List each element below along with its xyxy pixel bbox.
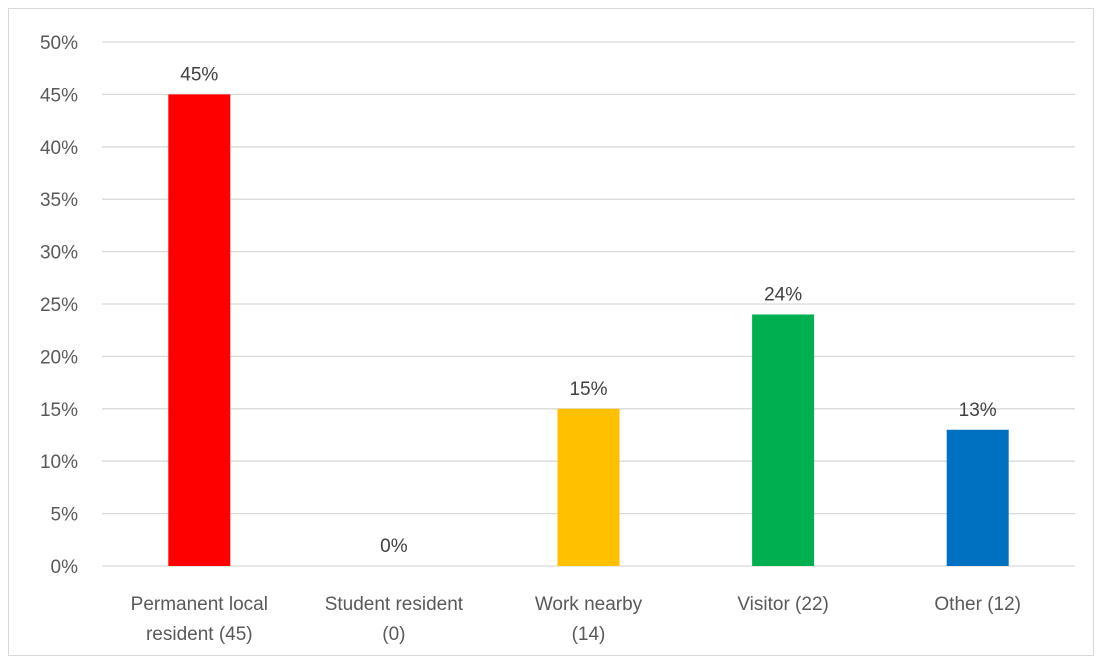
category-label: Other (12): [934, 594, 1021, 615]
data-label: 45%: [180, 64, 218, 85]
y-tick-label: 35%: [40, 190, 78, 211]
y-tick-label: 50%: [40, 33, 78, 54]
bar-3: [752, 314, 815, 566]
category-label: resident (45): [146, 624, 253, 645]
category-label: Student resident: [325, 594, 464, 615]
category-label: (14): [572, 624, 606, 645]
data-label: 24%: [764, 284, 802, 305]
category-label: Visitor (22): [737, 594, 829, 615]
y-tick-label: 0%: [51, 557, 79, 578]
y-tick-label: 15%: [40, 400, 78, 421]
y-tick-label: 30%: [40, 243, 78, 264]
bar-0: [168, 94, 231, 567]
y-tick-label: 40%: [40, 138, 78, 159]
bar-2: [557, 408, 620, 566]
y-tick-label: 5%: [51, 505, 79, 526]
category-label: (0): [382, 624, 405, 645]
category-label: Work nearby: [535, 594, 643, 615]
data-label: 15%: [569, 379, 607, 400]
y-tick-label: 20%: [40, 347, 78, 368]
data-label: 13%: [959, 400, 997, 421]
category-label: Permanent local: [131, 594, 268, 615]
bar-4: [946, 429, 1009, 566]
y-tick-label: 10%: [40, 452, 78, 473]
y-tick-label: 45%: [40, 85, 78, 106]
y-tick-label: 25%: [40, 295, 78, 316]
data-label: 0%: [380, 536, 408, 557]
